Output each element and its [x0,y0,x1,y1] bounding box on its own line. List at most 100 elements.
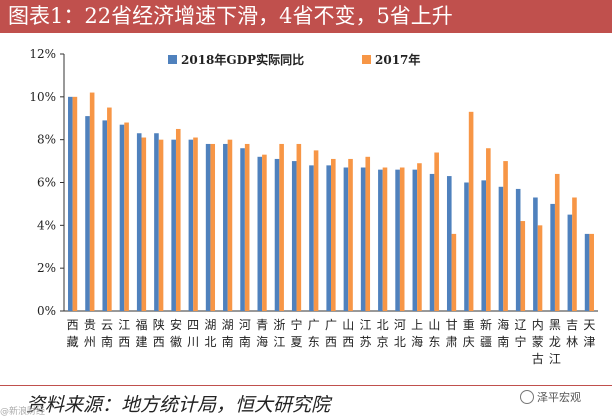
bar-2017 [244,143,250,311]
category-label: 肃 [446,335,458,349]
category-label: 辽 [514,318,526,332]
category-label: 广 [308,318,320,332]
bar-2017 [503,161,508,311]
wechat-icon [520,390,534,404]
bar-2018 [136,133,142,311]
category-label: 贵 [84,318,96,332]
bar-2017 [572,197,577,311]
bar-2018 [85,116,90,311]
category-label: 北 [394,335,406,349]
legend-swatch [362,55,371,64]
bar-2017 [382,167,388,311]
category-label: 蒙 [532,335,544,349]
category-label: 藏 [67,335,79,349]
bar-2018 [550,203,555,311]
bar-2017 [193,137,198,311]
bar-2018 [481,180,487,311]
bar-2018 [188,139,194,311]
source-note: 资料来源：地方统计局，恒大研究院 [26,394,331,416]
y-tick-label: 8% [37,133,56,147]
category-label: 河 [239,318,251,332]
category-label: 重 [463,318,475,332]
bar-2017 [262,154,267,311]
category-label: 山 [428,318,440,332]
bar-2017 [417,163,422,311]
bar-2017 [399,167,405,311]
bar-2017 [451,233,457,311]
bar-2017 [537,225,543,311]
watermark-text: 泽平宏观 [537,391,581,404]
category-label: 北 [204,335,216,349]
category-label: 南 [101,334,113,349]
category-label: 古 [532,351,544,366]
category-label: 四 [187,318,199,332]
category-label: 吉 [566,318,578,332]
category-label: 龙 [549,335,561,349]
bar-2017 [365,156,371,311]
bar-2018 [429,173,435,311]
title-bar: 图表1：22省经济增速下滑，4省不变，5省上升 [0,0,612,33]
category-label: 山 [342,318,354,332]
y-tick-label: 12% [29,47,56,61]
y-tick-label: 10% [29,90,56,104]
bar-2018 [68,96,73,311]
category-label: 湖 [204,317,216,332]
category-label: 苏 [359,335,371,349]
category-label: 东 [428,335,440,349]
bar-2018 [326,165,331,311]
category-label: 林 [566,335,578,349]
category-label: 东 [308,335,320,349]
bar-2018 [154,133,159,311]
bar-2017 [107,107,112,312]
category-label: 陕 [153,317,165,332]
category-label: 天 [583,318,595,332]
category-label: 京 [377,335,389,349]
bar-2018 [205,143,211,311]
bar-2018 [119,124,125,311]
y-tick-label: 4% [37,218,56,232]
bar-2018 [360,167,366,311]
bar-2018 [412,169,418,311]
bar-2018 [102,120,108,312]
category-label: 上 [411,318,423,332]
bar-2018 [567,214,573,311]
bar-2017 [124,122,129,312]
bar-2017 [434,152,439,311]
legend-label: 2017年 [375,52,420,67]
category-label: 西 [342,335,354,349]
bar-chart: 0%2%4%6%8%10%12%西藏贵州云南江西福建陕西安徽四川湖北湖南河南青海… [29,47,598,366]
chart-title: 图表1：22省经济增速下滑，4省不变，5省上升 [8,4,453,28]
category-label: 建 [136,335,148,349]
category-label: 夏 [291,335,303,349]
legend-swatch [168,55,177,64]
bar-2018 [223,143,228,311]
bar-2017 [554,173,560,311]
bar-2018 [171,139,176,311]
category-label: 安 [170,317,182,332]
bar-2017 [227,139,233,311]
bar-2018 [240,148,245,311]
bar-2017 [313,150,319,311]
category-label: 北 [377,318,389,332]
category-label: 江 [118,318,130,332]
category-label: 新 [480,317,492,332]
bar-2018 [395,169,400,311]
watermark-sina: @新浪财经 [0,407,46,417]
bar-2018 [446,176,452,311]
category-label: 云 [101,318,113,332]
bar-2018 [464,182,469,311]
footer-divider [0,385,612,386]
category-label: 川 [187,335,199,349]
category-label: 疆 [480,335,492,349]
category-label: 宁 [291,317,303,332]
category-label: 浙 [273,318,285,332]
y-tick-label: 2% [37,261,56,275]
category-label: 南 [222,334,234,349]
category-label: 福 [136,317,148,332]
category-label: 州 [84,335,96,349]
category-label: 内 [532,318,544,332]
category-label: 南 [239,334,251,349]
bar-2018 [274,158,280,311]
bar-2017 [468,111,474,311]
